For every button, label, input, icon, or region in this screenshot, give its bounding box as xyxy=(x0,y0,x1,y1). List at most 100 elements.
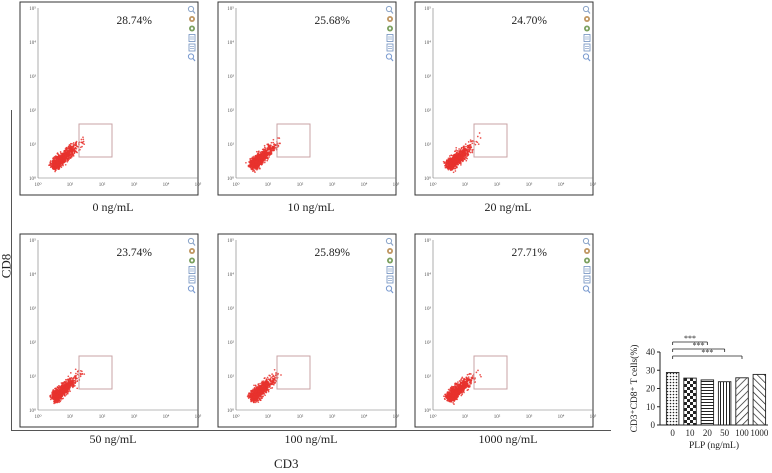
x-tick-label: 10³ xyxy=(131,414,138,420)
event-dot xyxy=(256,398,259,401)
event-dot xyxy=(261,148,264,151)
list-icon[interactable] xyxy=(583,43,591,52)
gate-icon[interactable] xyxy=(584,16,590,22)
event-dot xyxy=(461,158,464,161)
event-dot xyxy=(460,164,462,166)
event-dot xyxy=(61,158,63,161)
y-tick-label: 10⁴ xyxy=(227,272,234,278)
gate-icon[interactable] xyxy=(387,248,393,254)
event-dot xyxy=(265,391,267,393)
event-dot xyxy=(246,395,249,398)
event-dot xyxy=(465,159,468,162)
event-dot xyxy=(265,147,267,150)
y-tick-label: 10¹ xyxy=(30,374,37,380)
event-dot xyxy=(64,391,67,393)
y-tick-label: 10² xyxy=(30,108,37,114)
y-tick-label: 10³ xyxy=(228,306,235,312)
event-dot xyxy=(268,388,270,391)
event-dot xyxy=(257,384,260,386)
event-dot xyxy=(249,392,252,395)
event-dot xyxy=(81,145,83,148)
gate-box xyxy=(78,123,113,158)
color-icon[interactable] xyxy=(387,25,393,32)
event-dot xyxy=(51,161,54,164)
event-dot xyxy=(261,381,263,384)
event-dot xyxy=(443,395,445,398)
panel-frame xyxy=(217,233,397,428)
event-dot xyxy=(268,146,271,149)
event-dot xyxy=(63,153,65,156)
event-dot xyxy=(82,136,84,139)
event-dot xyxy=(56,395,59,398)
event-dot xyxy=(459,148,462,151)
list-icon[interactable] xyxy=(386,266,394,274)
x-tick-label: 10¹ xyxy=(462,182,469,188)
event-dot xyxy=(57,384,60,387)
zoom-icon[interactable] xyxy=(187,5,196,14)
list-icon[interactable] xyxy=(188,266,196,274)
list-icon[interactable] xyxy=(583,34,591,42)
event-dot xyxy=(251,168,254,171)
event-dot xyxy=(59,395,61,397)
event-dot xyxy=(461,146,463,149)
event-dot xyxy=(52,163,54,166)
event-dot xyxy=(267,378,270,381)
list-icon[interactable] xyxy=(386,43,394,52)
event-dot xyxy=(57,167,60,169)
x-tick-label: 10⁴ xyxy=(361,182,368,188)
color-icon[interactable] xyxy=(584,25,590,32)
event-dot xyxy=(62,156,65,159)
event-dot xyxy=(75,142,77,145)
event-dot xyxy=(266,389,268,391)
event-dot xyxy=(69,144,71,147)
panel-frame xyxy=(414,233,594,428)
y-tick-label: 10⁵ xyxy=(29,238,36,244)
event-dot xyxy=(253,395,255,398)
x-tick-label: 10⁰ xyxy=(34,182,41,188)
event-dot xyxy=(53,164,56,167)
event-dot xyxy=(69,147,72,149)
event-dot xyxy=(54,395,57,398)
event-dot xyxy=(64,383,67,386)
gate-icon[interactable] xyxy=(387,16,393,22)
event-dot xyxy=(63,156,66,159)
event-dot xyxy=(253,384,255,387)
zoom-out-icon[interactable] xyxy=(187,53,196,62)
condition-label: 0 ng/mL xyxy=(93,200,134,214)
event-dot xyxy=(261,156,264,158)
event-dot xyxy=(64,163,67,166)
event-dot xyxy=(259,385,262,387)
gate-percentage: 28.74% xyxy=(117,15,153,27)
event-dot xyxy=(81,372,84,375)
event-dot xyxy=(61,385,64,388)
list-icon[interactable] xyxy=(188,43,196,52)
event-dot xyxy=(269,378,272,381)
event-dot xyxy=(262,154,264,156)
list-icon[interactable] xyxy=(386,34,394,42)
event-dot xyxy=(256,164,259,166)
x-tick-label: 10¹ xyxy=(462,414,469,420)
gate-icon[interactable] xyxy=(189,16,195,22)
event-dot xyxy=(57,158,59,161)
event-dot xyxy=(272,147,274,150)
color-icon[interactable] xyxy=(189,257,195,264)
color-icon[interactable] xyxy=(387,257,393,264)
event-dot xyxy=(53,390,56,393)
gate-icon[interactable] xyxy=(189,248,195,254)
panel-toolbar[interactable] xyxy=(187,5,196,62)
color-icon[interactable] xyxy=(189,25,195,32)
event-dot xyxy=(68,384,70,387)
event-dot xyxy=(67,381,70,383)
event-dot xyxy=(49,394,52,397)
list-icon[interactable] xyxy=(386,275,394,284)
event-dot xyxy=(256,167,259,170)
event-dot xyxy=(268,156,270,158)
event-dot xyxy=(57,153,60,156)
event-dot xyxy=(74,368,77,371)
list-icon[interactable] xyxy=(188,275,196,284)
list-icon[interactable] xyxy=(188,34,196,42)
event-dot xyxy=(464,143,467,145)
event-dot xyxy=(59,397,62,400)
event-dot xyxy=(266,154,269,157)
